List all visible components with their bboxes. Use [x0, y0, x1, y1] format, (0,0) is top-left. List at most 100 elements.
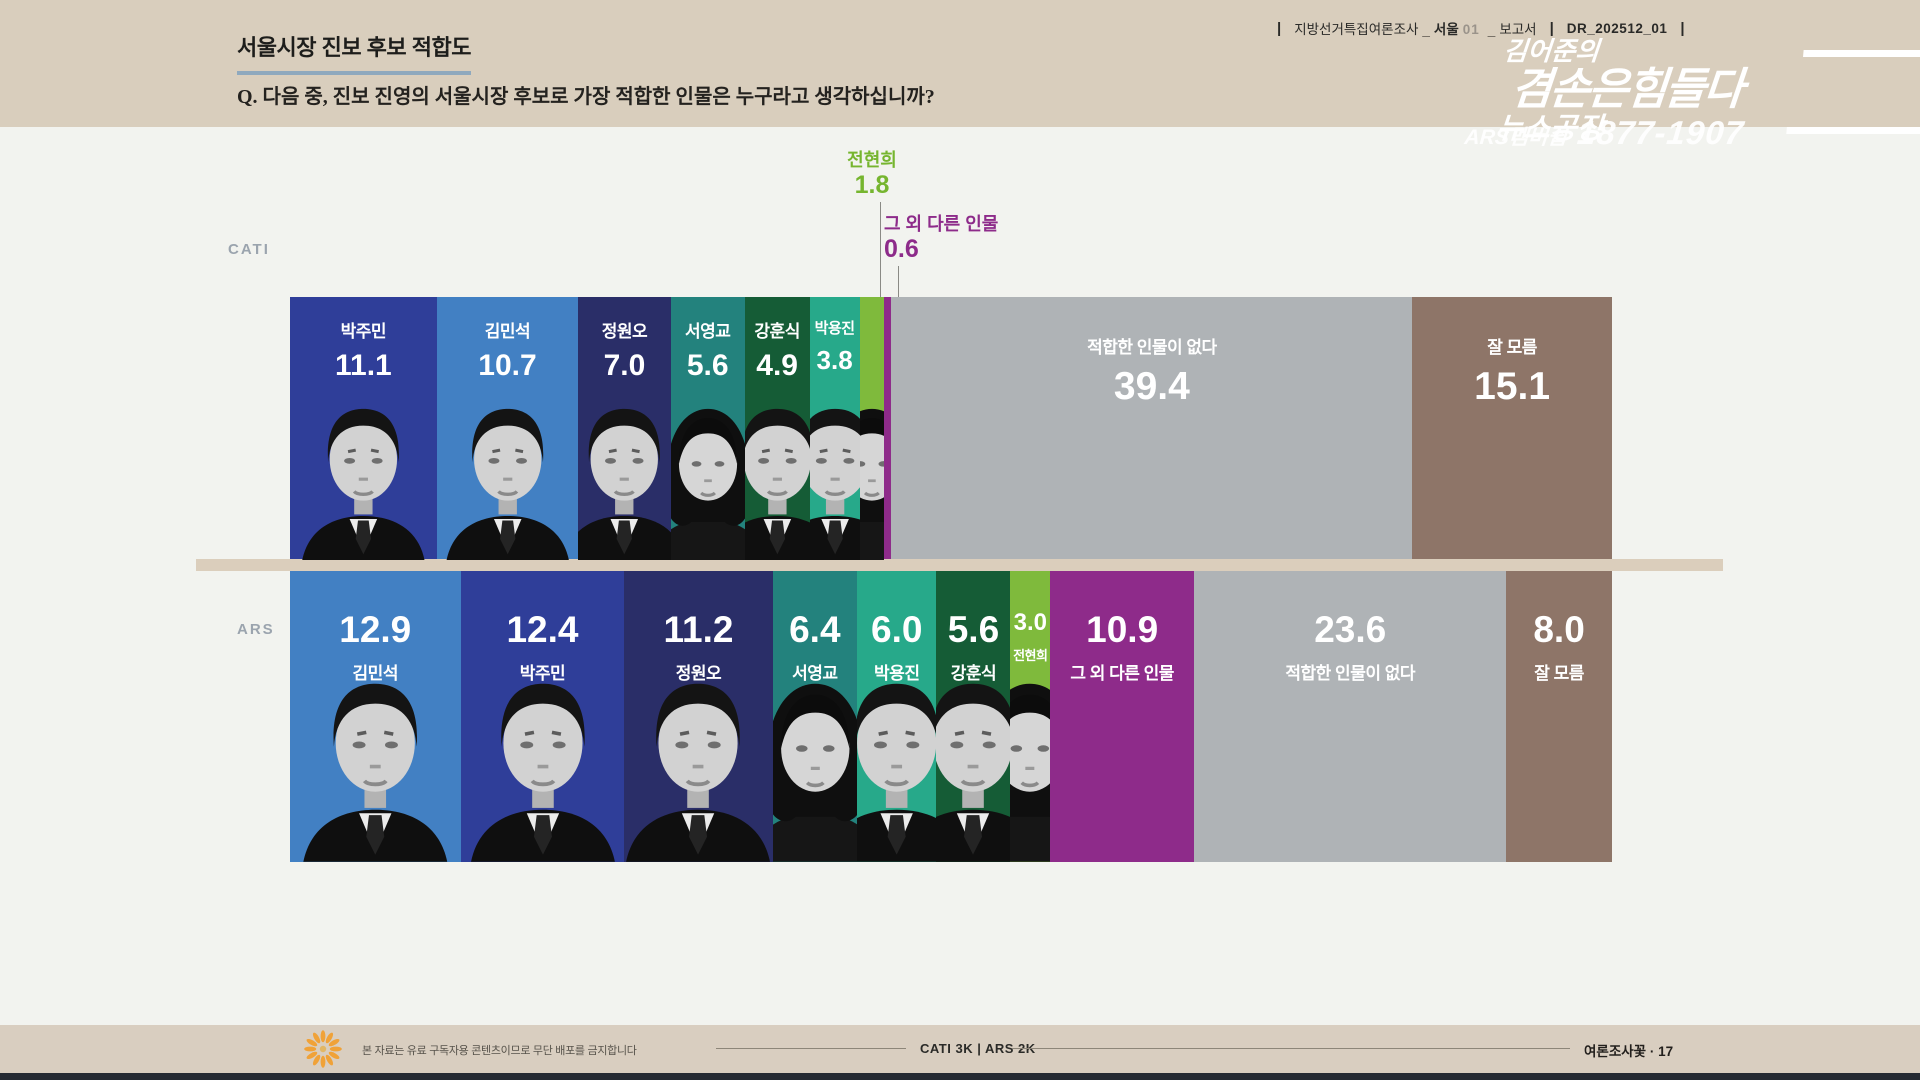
segment-category-label: 잘 모름 — [1487, 338, 1537, 357]
segment-label-group: 8.0 잘 모름 — [1506, 571, 1612, 684]
logo-line2: 겸손은힘들다 — [1509, 64, 1745, 114]
bar-segment: 박주민 11.1 — [290, 297, 437, 560]
callout-label: 전현희 — [847, 150, 897, 170]
segment-label-group: 3.0 전현희 — [1010, 571, 1050, 664]
bar-segment: 3.0 전현희 — [1010, 571, 1051, 862]
candidate-photo — [437, 392, 578, 560]
callout-jeon-hyunhee: 전현희 1.8 — [812, 150, 932, 199]
segment-category-label: 김민석 — [352, 664, 399, 683]
segment-value: 12.4 — [506, 609, 579, 650]
sample-size-label: CATI 3K | ARS 2K — [920, 1041, 1036, 1056]
segment-category-label: 박주민 — [340, 322, 387, 341]
candidate-photo — [745, 392, 810, 560]
segment-value: 39.4 — [1113, 365, 1190, 408]
segment-value: 3.0 — [1013, 609, 1047, 636]
divider-glyph: | — [1277, 19, 1282, 37]
cati-stacked-bar: 박주민 11.1 김민석 10.7 정원오 7.0 서영교 5.6 강훈식 4.9 박용진 3.8 적합… — [290, 297, 1612, 560]
footer-rule — [1012, 1048, 1570, 1049]
segment-label-group: 12.4 박주민 — [461, 571, 625, 684]
bar-segment — [859, 297, 884, 560]
segment-label-group: 강훈식 4.9 — [745, 297, 810, 383]
segment-value: 5.6 — [686, 349, 729, 382]
segment-label-group: 10.9 그 외 다른 인물 — [1050, 571, 1194, 684]
segment-value: 15.1 — [1474, 365, 1551, 408]
report-code: DR_202512_01 — [1566, 20, 1668, 36]
bar-segment: 적합한 인물이 없다 39.4 — [891, 297, 1413, 560]
phone-number: 1877-1907 — [1575, 114, 1746, 151]
segment-label-group: 11.2 정원오 — [624, 571, 772, 684]
segment-label-group: 6.0 박용진 — [857, 571, 936, 684]
divider-glyph: | — [1680, 19, 1685, 37]
segment-category-label: 잘 모름 — [1534, 664, 1584, 683]
segment-category-label: 강훈식 — [950, 664, 997, 683]
brand-page-number: 여론조사꽃 · 17 — [1584, 1044, 1674, 1059]
bar-segment: 11.2 정원오 — [624, 571, 773, 862]
segment-label-group: 서영교 5.6 — [671, 297, 745, 383]
segment-label-group: 6.4 서영교 — [773, 571, 858, 684]
candidate-photo — [578, 392, 671, 560]
candidate-photo — [936, 664, 1010, 862]
divider-glyph: | — [1549, 19, 1554, 37]
bar-segment — [883, 297, 892, 560]
segment-category-label: 서영교 — [685, 322, 731, 341]
bar-segment: 잘 모름 15.1 — [1412, 297, 1612, 560]
cati-row-label: CATI — [228, 241, 270, 258]
ars-stacked-bar: 12.9 김민석 12.4 박주민 11.2 정원오 6.4 서영교 6.0 박용진 5.6 강훈식 3… — [290, 571, 1612, 862]
segment-label-group: 김민석 10.7 — [437, 297, 578, 383]
candidate-photo — [671, 392, 745, 560]
candidate-photo — [461, 664, 625, 862]
callout-value: 0.6 — [884, 234, 919, 263]
segment-category-label: 정원오 — [675, 664, 722, 683]
survey-question: Q. 다음 중, 진보 진영의 서울시장 후보로 가장 적합한 인물은 누구라고… — [237, 86, 935, 108]
callout-leader-line — [880, 202, 881, 297]
segment-label-group: 23.6 적합한 인물이 없다 — [1194, 571, 1506, 684]
candidate-photo — [624, 664, 772, 862]
bar-segment: 6.0 박용진 — [857, 571, 937, 862]
candidate-photo — [860, 392, 884, 560]
copyright-notice: 본 자료는 유료 구독자용 콘텐츠이므로 무단 배포를 금지합니다 — [362, 1045, 637, 1057]
bar-segment: 박용진 3.8 — [809, 297, 860, 560]
segment-category-label: 박용진 — [814, 320, 855, 337]
bar-segment: 김민석 10.7 — [436, 297, 579, 560]
segment-category-label: 서영교 — [792, 664, 838, 683]
bar-segment: 12.9 김민석 — [290, 571, 461, 862]
segment-label-group: 5.6 강훈식 — [936, 571, 1010, 684]
callout-label: 그 외 다른 인물 — [884, 214, 999, 234]
segment-value: 4.9 — [756, 349, 798, 382]
segment-value: 6.0 — [871, 609, 923, 650]
segment-label-group: 정원오 7.0 — [578, 297, 671, 383]
report-meta: | 지방선거특집여론조사 _ 서울 01 _ 보고서 | DR_202512_01 | — [1277, 18, 1685, 38]
segment-value: 5.6 — [947, 609, 1000, 650]
candidate-photo — [1010, 664, 1050, 862]
logo-bar — [1786, 126, 1920, 134]
logo-bar — [1803, 49, 1920, 57]
segment-label-group: 잘 모름 15.1 — [1412, 297, 1612, 409]
segment-category-label: 박주민 — [519, 664, 566, 683]
segment-label-group: 적합한 인물이 없다 39.4 — [891, 297, 1412, 409]
segment-category-label: 적합한 인물이 없다 — [1285, 664, 1415, 683]
segment-value: 23.6 — [1314, 609, 1387, 650]
callout-other-person: 그 외 다른 인물 0.6 — [884, 214, 998, 263]
candidate-photo — [290, 392, 437, 560]
ars-membership-phone: ARS멤버쉽 1877-1907 — [1463, 114, 1745, 152]
bar-segment: 5.6 강훈식 — [936, 571, 1011, 862]
bar-segment: 12.4 박주민 — [460, 571, 625, 862]
page-title: 서울시장 진보 후보 적합도 — [237, 30, 471, 75]
membership-label: ARS멤버쉽 — [1463, 126, 1568, 149]
segment-category-label: 적합한 인물이 없다 — [1087, 338, 1217, 357]
segment-value: 7.0 — [603, 349, 646, 382]
segment-category-label: 김민석 — [484, 322, 531, 341]
bar-segment: 8.0 잘 모름 — [1506, 571, 1612, 862]
segment-value: 11.1 — [335, 349, 392, 382]
bottom-edge-strip — [0, 1073, 1920, 1080]
bar-segment: 강훈식 4.9 — [744, 297, 810, 560]
segment-category-label: 정원오 — [601, 322, 648, 341]
callout-leader-line — [898, 266, 899, 297]
segment-category-label: 박용진 — [874, 664, 920, 683]
candidate-photo — [290, 664, 461, 862]
ars-row-label: ARS — [237, 621, 275, 638]
segment-value: 10.9 — [1086, 609, 1159, 650]
header-band — [0, 0, 1920, 127]
segment-value: 6.4 — [789, 609, 841, 650]
